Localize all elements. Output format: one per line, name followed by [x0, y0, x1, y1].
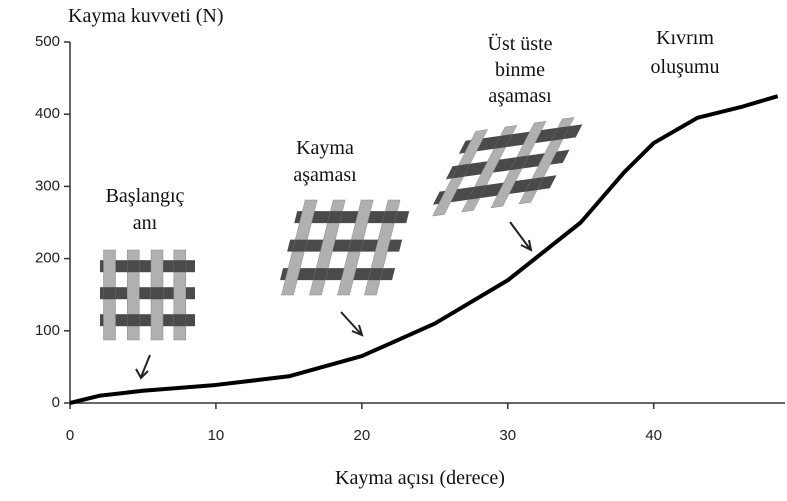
weft-yarn	[127, 314, 140, 327]
weft-yarn	[127, 260, 140, 273]
weft-yarn	[287, 239, 403, 252]
weft-yarn	[348, 239, 364, 252]
arrow-head	[351, 324, 364, 337]
weft-yarn	[525, 177, 544, 192]
weft-yarn	[451, 163, 471, 179]
annotation: oluşumu	[651, 56, 720, 78]
annotation: anı	[133, 212, 158, 234]
weft-yarn	[493, 134, 513, 149]
weft-yarn	[510, 155, 529, 171]
weft-yarn	[103, 287, 116, 300]
weft-yarn	[100, 314, 195, 327]
fabric-icon	[100, 249, 195, 341]
x-tick-label: 20	[353, 427, 370, 444]
weft-yarn	[151, 287, 163, 300]
y-tick-label: 400	[35, 105, 60, 122]
weft-yarn	[100, 260, 195, 273]
annotation: Kayma	[296, 137, 354, 159]
annotation: aşaması	[488, 85, 552, 107]
weft-yarn	[292, 239, 308, 252]
fabric-icon	[280, 199, 410, 296]
x-axis-title: Kayma açısı (derece)	[335, 467, 505, 489]
fabric-icon	[432, 117, 583, 217]
x-tick-label: 10	[208, 427, 225, 444]
weft-yarn	[294, 211, 410, 224]
y-tick-label: 0	[52, 394, 60, 411]
weft-yarn	[458, 124, 583, 154]
weft-yarn	[100, 287, 195, 300]
x-tick-label: 30	[499, 427, 516, 444]
arrow	[340, 311, 362, 335]
annotation: Başlangıç	[106, 185, 185, 207]
arrow-head	[135, 368, 149, 380]
annotation: aşaması	[293, 164, 357, 186]
weft-yarn	[551, 126, 570, 141]
weft-yarn	[173, 260, 186, 273]
y-tick-label: 200	[35, 250, 60, 267]
arrow-head	[520, 239, 533, 252]
weft-yarn	[467, 185, 487, 200]
x-tick-label: 40	[645, 427, 662, 444]
arrows	[135, 221, 533, 380]
x-tick-label: 0	[66, 427, 74, 444]
weft-yarn	[173, 314, 186, 327]
y-tick-label: 300	[35, 177, 60, 194]
arrow	[140, 354, 151, 378]
annotation: binme	[495, 59, 545, 81]
y-tick-label: 100	[35, 322, 60, 339]
weft-yarn	[382, 211, 398, 224]
weft-yarn	[313, 268, 329, 281]
data-line	[69, 94, 779, 405]
y-axis-title: Kayma kuvveti (N)	[68, 5, 224, 27]
annotation: Üst üste	[488, 32, 553, 55]
weft-yarn	[280, 268, 396, 281]
y-tick-label: 500	[35, 33, 60, 50]
weft-yarn	[327, 211, 343, 224]
arrow	[509, 221, 531, 250]
weft-yarn	[432, 175, 557, 205]
weft-yarn	[445, 149, 570, 180]
annotation: Kıvrım	[656, 27, 714, 49]
weft-yarn	[368, 268, 384, 281]
